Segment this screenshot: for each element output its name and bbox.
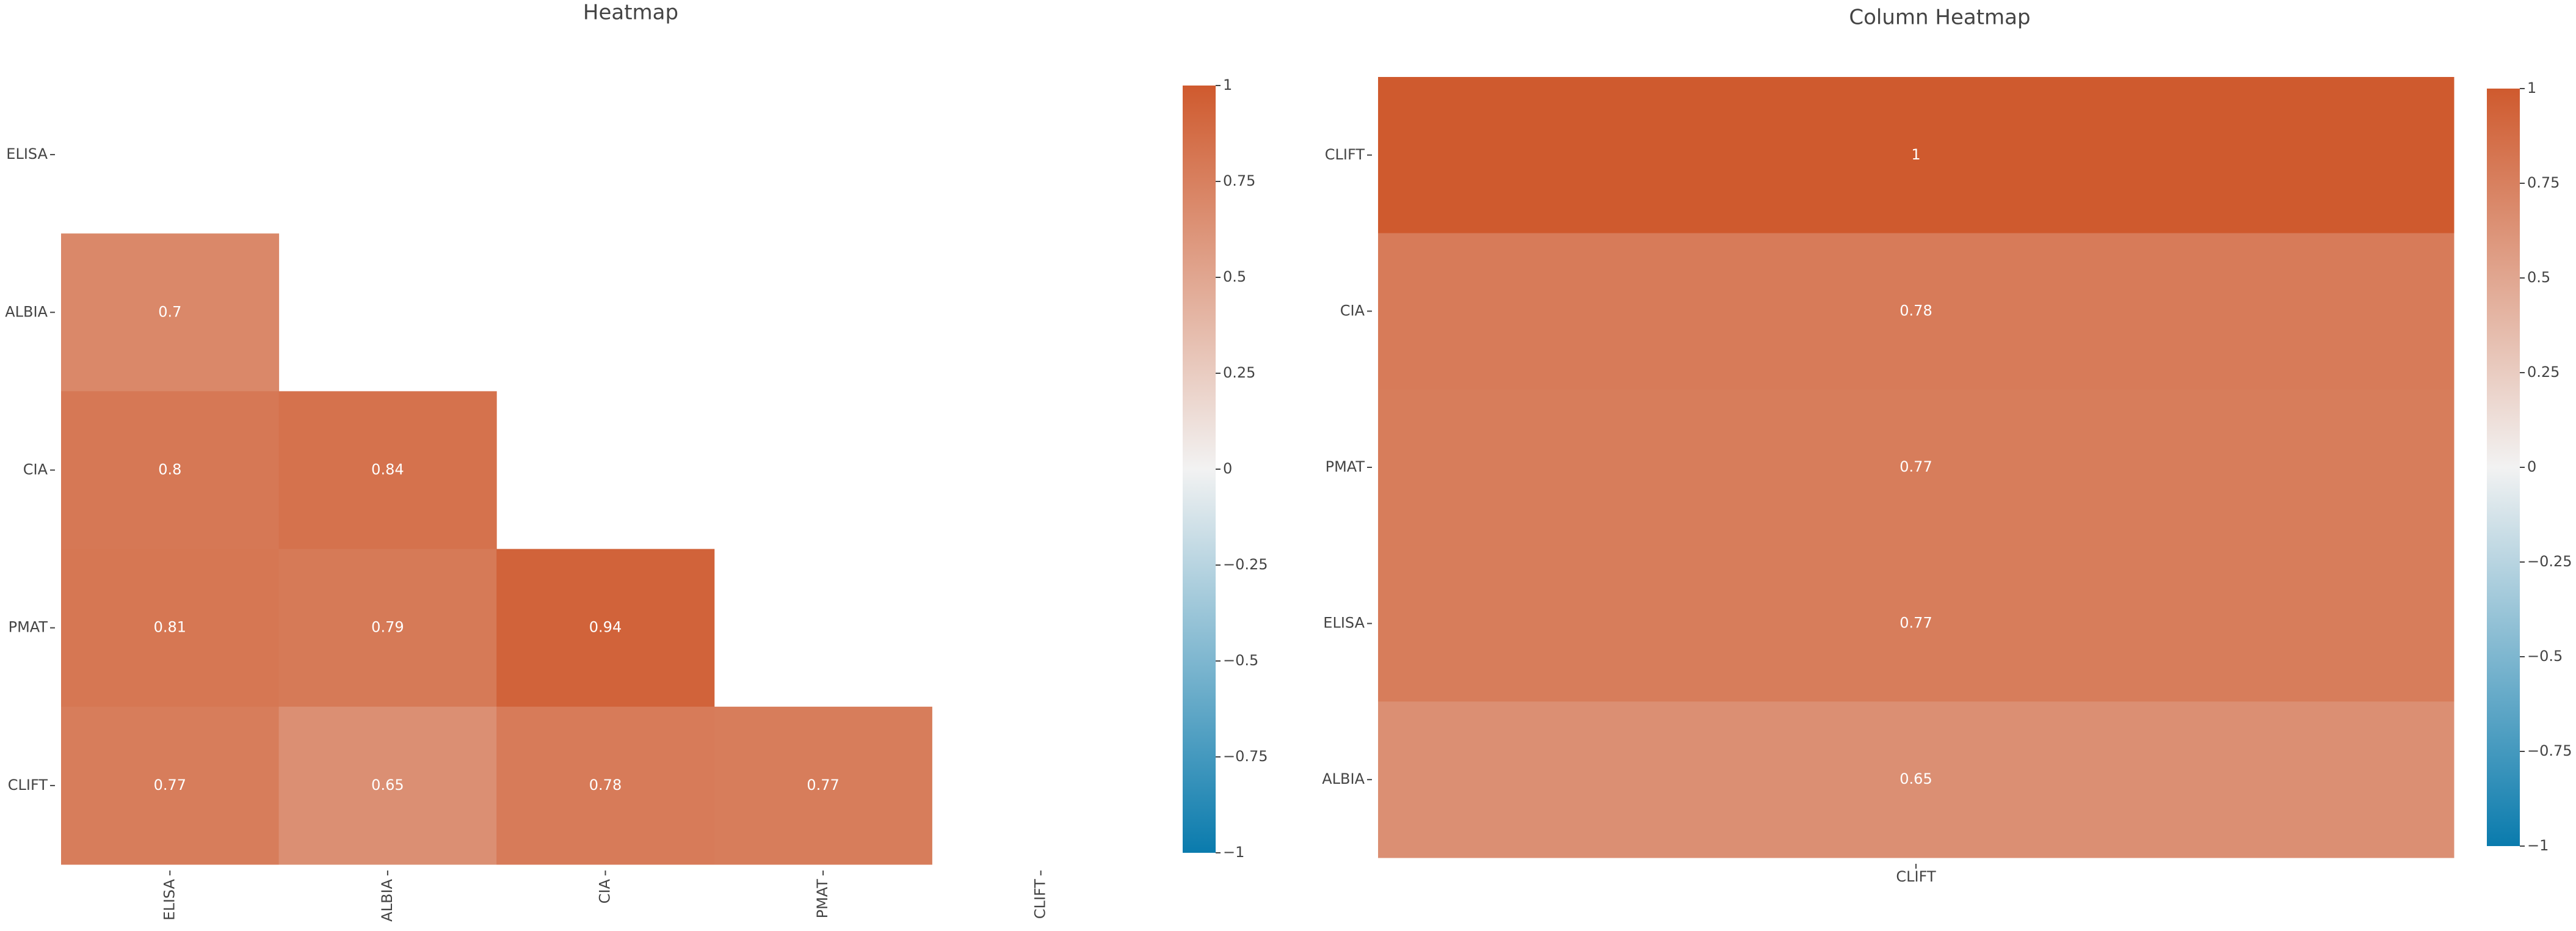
- cell-label: 0.77: [1899, 615, 1932, 632]
- y-tick-label: ALBIA: [1322, 770, 1365, 787]
- chart-title: Heatmap: [583, 1, 678, 25]
- cell-label: 0.77: [154, 776, 186, 794]
- heatmap-cell: [496, 549, 715, 707]
- heatmap-cell: [61, 391, 280, 550]
- colorbar-tick-label: −1: [2527, 837, 2549, 854]
- x-tick-label: PMAT: [814, 879, 831, 919]
- colorbar-tick-label: 0.75: [1223, 172, 1255, 189]
- x-tick-label: ALBIA: [379, 878, 396, 921]
- y-tick-label: CIA: [23, 461, 48, 478]
- cell-label: 0.94: [589, 619, 622, 636]
- cell-label: 0.8: [158, 461, 181, 478]
- colorbar-tick-label: −0.25: [2527, 553, 2572, 570]
- cell-label: 0.7: [158, 303, 181, 320]
- cell-label: 0.77: [807, 776, 839, 794]
- y-tick-label: CLIFT: [8, 776, 48, 794]
- heatmap-cell: [278, 706, 497, 865]
- colorbar-tick-label: 0.25: [2527, 363, 2560, 381]
- chart-title: Column Heatmap: [1849, 5, 2030, 30]
- y-tick-label: CIA: [1340, 302, 1365, 319]
- chart: Heatmap ELISA ALBIA 0.7 CIA 0.8 0.84 PMAT 0.81 0.…: [5, 1, 1268, 922]
- cell-label: 0.81: [154, 619, 186, 636]
- colorbar-tick-label: −1: [1223, 844, 1244, 861]
- heatmap-cell: [714, 706, 932, 865]
- y-tick-label: CLIFT: [1325, 146, 1365, 163]
- colorbar-tick-label: 0.75: [2527, 174, 2560, 191]
- y-tick-label: ELISA: [1323, 615, 1365, 632]
- colorbar: [1183, 86, 1216, 853]
- cell-label: 1: [1911, 146, 1920, 163]
- colorbar-tick-label: 1: [2527, 79, 2536, 97]
- colorbar-tick-label: −0.5: [2527, 648, 2563, 665]
- cell-label: 0.78: [589, 776, 622, 794]
- heatmap-cell: [278, 391, 497, 550]
- heatmap-cell: [61, 233, 280, 392]
- cell-label: 0.84: [371, 461, 404, 478]
- x-tick-label: CLIFT: [1896, 868, 1936, 885]
- cell-label: 0.78: [1899, 302, 1932, 319]
- cell-label: 0.77: [1899, 458, 1932, 475]
- colorbar-tick-label: 0: [1223, 460, 1232, 477]
- heatmap-cell: [1378, 233, 2454, 390]
- x-tick-label: CLIFT: [1032, 879, 1049, 919]
- colorbar-tick-label: −0.75: [2527, 742, 2572, 759]
- x-tick-label: CIA: [597, 878, 614, 904]
- heatmap-cell: [278, 549, 497, 707]
- heatmap-cell: [1378, 77, 2454, 234]
- y-tick-label: PMAT: [9, 619, 48, 636]
- colorbar-tick-label: 1: [1223, 76, 1232, 93]
- colorbar-tick-label: −0.75: [1223, 748, 1268, 765]
- cell-label: 0.65: [371, 776, 404, 794]
- colorbar-tick-label: 0.5: [1223, 268, 1246, 285]
- chart: Column Heatmap CLIFT 1 CIA 0.78 PMAT 0.77 ELISA…: [1322, 5, 2572, 886]
- cell-label: 0.79: [371, 619, 404, 636]
- y-tick-label: ELISA: [6, 145, 48, 162]
- heatmap-cell: [1378, 545, 2454, 702]
- heatmap-cell: [1378, 389, 2454, 546]
- colorbar-tick-label: 0.25: [1223, 364, 1255, 381]
- colorbar-tick-label: 0.5: [2527, 269, 2550, 286]
- x-tick-label: ELISA: [161, 878, 178, 920]
- y-tick-label: ALBIA: [5, 303, 48, 320]
- colorbar-tick-label: 0: [2527, 458, 2536, 475]
- y-tick-label: PMAT: [1326, 458, 1365, 475]
- colorbar-tick-label: −0.5: [1223, 652, 1258, 669]
- heatmap-cell: [496, 706, 715, 865]
- colorbar-tick-label: −0.25: [1223, 556, 1268, 573]
- colorbar: [2487, 89, 2520, 846]
- heatmap-cell: [1378, 701, 2454, 858]
- heatmap-cell: [61, 549, 280, 707]
- heatmap-cell: [61, 706, 280, 865]
- cell-label: 0.65: [1899, 770, 1932, 787]
